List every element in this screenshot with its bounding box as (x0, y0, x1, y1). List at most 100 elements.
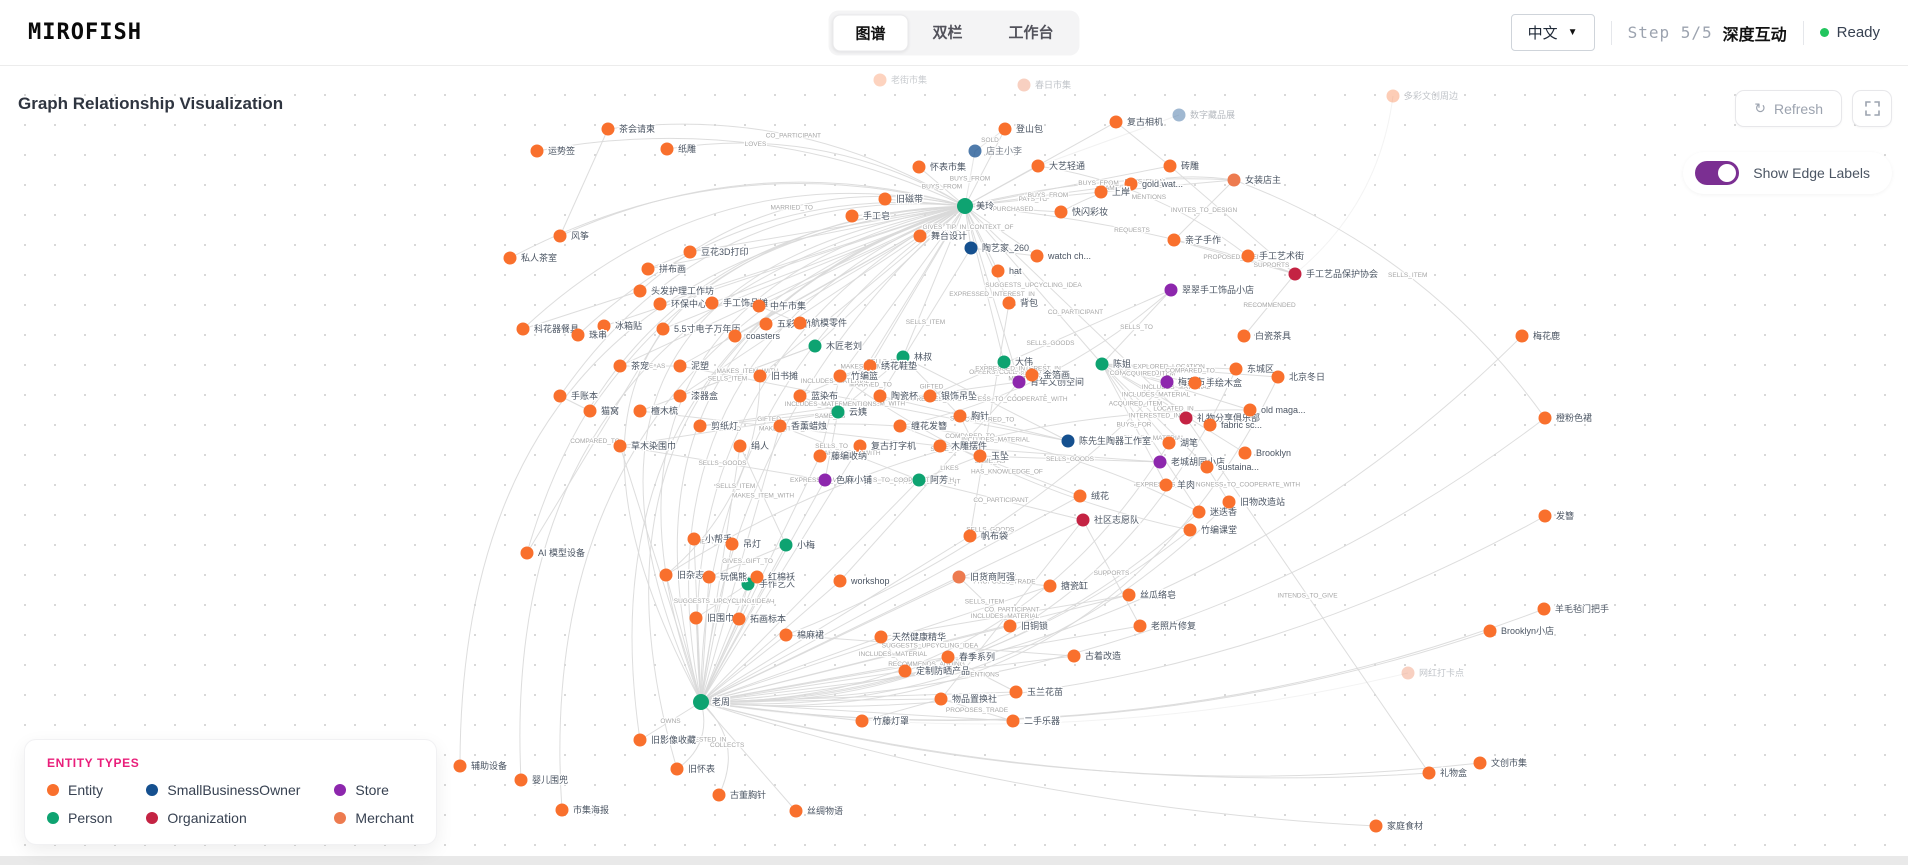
entity-node-dot[interactable] (673, 389, 687, 403)
graph-node[interactable]: 文创市集 (1473, 756, 1528, 770)
entity-node-dot[interactable] (633, 404, 647, 418)
entity-node-dot[interactable] (789, 804, 803, 818)
entity-node-dot[interactable] (503, 251, 517, 265)
entity-node-dot[interactable] (855, 714, 869, 728)
store-node-dot[interactable] (1012, 375, 1026, 389)
graph-node[interactable]: 5.5寸电子万年历 (656, 322, 742, 336)
graph-node[interactable]: 丝绸物语 (789, 804, 844, 818)
graph-node[interactable]: watch ch... (1030, 249, 1092, 263)
person-node-dot[interactable] (957, 198, 973, 214)
entity-node-dot[interactable] (773, 419, 787, 433)
entity-node-dot[interactable] (934, 692, 948, 706)
graph-node[interactable]: 中午市集 (752, 299, 807, 313)
entity-node-dot[interactable] (689, 611, 703, 625)
entity-node-dot[interactable] (1483, 624, 1497, 638)
entity-node-dot[interactable] (953, 409, 967, 423)
entity-node-dot[interactable] (725, 537, 739, 551)
entity-node-dot[interactable] (1009, 685, 1023, 699)
merchant-node-dot[interactable] (952, 570, 966, 584)
graph-node[interactable]: 竹编篮 (833, 369, 879, 383)
entity-node-dot[interactable] (752, 299, 766, 313)
show-edge-labels-toggle[interactable] (1695, 161, 1740, 185)
entity-node-dot[interactable] (583, 404, 597, 418)
graph-node[interactable]: 拓画标本 (732, 612, 787, 626)
graph-node[interactable]: 北京冬日 (1271, 370, 1326, 384)
graph-node[interactable]: 竹编课堂 (1183, 523, 1238, 537)
entity-node-dot[interactable] (693, 419, 707, 433)
store-node-dot[interactable] (1164, 283, 1178, 297)
graph-node[interactable]: 美玲 (957, 198, 995, 214)
entity-node-dot[interactable] (733, 439, 747, 453)
entity-node-dot[interactable] (453, 759, 467, 773)
entity-node-dot[interactable] (553, 389, 567, 403)
entity-node-dot[interactable] (912, 160, 926, 174)
graph-node[interactable]: 运势签 (530, 144, 576, 158)
entity-node-dot[interactable] (893, 419, 907, 433)
graph-node[interactable]: 泥塑 (673, 359, 710, 373)
person-node-dot[interactable] (808, 339, 822, 353)
entity-node-dot[interactable] (660, 142, 674, 156)
entity-node-dot[interactable] (1163, 159, 1177, 173)
graph-node[interactable]: 发簪 (1538, 509, 1575, 523)
entity-node-dot[interactable] (728, 329, 742, 343)
entity-node-dot[interactable] (1031, 159, 1045, 173)
tab-graph[interactable]: 图谱 (832, 14, 909, 51)
entity-node-dot[interactable] (613, 439, 627, 453)
entity-node-dot[interactable] (1422, 766, 1436, 780)
graph-node[interactable]: 旧书摊 (753, 369, 799, 383)
graph-node[interactable]: 草木染围巾 (613, 439, 677, 453)
entity-node-dot[interactable] (712, 788, 726, 802)
entity-node-dot[interactable] (998, 122, 1012, 136)
graph-node[interactable]: 绢人 (733, 439, 770, 453)
entity-node-dot[interactable] (793, 389, 807, 403)
graph-node[interactable]: 陶瓷杯 (873, 389, 919, 403)
entity-node-dot[interactable] (1237, 329, 1251, 343)
graph-node[interactable]: 二手乐器 (1006, 714, 1061, 728)
entity-node-dot[interactable] (973, 449, 987, 463)
entity-node-dot[interactable] (853, 439, 867, 453)
graph-node[interactable]: 木匠老刘 (808, 339, 863, 353)
graph-node[interactable]: 青年文创空间 (1012, 375, 1085, 389)
graph-node[interactable]: 香薰蜡烛 (773, 419, 828, 433)
graph-node[interactable]: 檀木梳 (633, 404, 679, 418)
graph-node[interactable]: 竹藤灯罩 (855, 714, 910, 728)
entity-node-dot[interactable] (633, 284, 647, 298)
graph-node[interactable]: 漆器盒 (673, 389, 719, 403)
graph-node[interactable]: 红棉袄 (750, 570, 796, 584)
graph-node[interactable]: 古董胸针 (712, 788, 767, 802)
graph-node[interactable]: 辅助设备 (453, 759, 508, 773)
org-node-dot[interactable] (1076, 513, 1090, 527)
graph-node[interactable]: hat (991, 264, 1023, 278)
entity-node-dot[interactable] (750, 570, 764, 584)
entity-node-dot[interactable] (878, 192, 892, 206)
entity-node-dot[interactable] (555, 803, 569, 817)
graph-node[interactable]: 春季系列 (941, 650, 996, 664)
graph-node[interactable]: workshop (833, 574, 891, 588)
graph-node[interactable]: 金箔画 (1025, 368, 1071, 382)
org-node-dot[interactable] (1179, 411, 1193, 425)
graph-node[interactable]: 登山包 (998, 122, 1044, 136)
person-node-dot[interactable] (693, 694, 709, 710)
entity-node-dot[interactable] (571, 328, 585, 342)
entity-node-dot[interactable] (1073, 489, 1087, 503)
entity-node-dot[interactable] (1473, 756, 1487, 770)
graph-node[interactable]: 玩偶熊 (702, 570, 748, 584)
entity-node-dot[interactable] (530, 144, 544, 158)
entity-node-dot[interactable] (732, 612, 746, 626)
graph-node[interactable]: 私人茶室 (503, 251, 558, 265)
entity-node-dot[interactable] (1122, 588, 1136, 602)
sbo-node-dot[interactable] (1172, 108, 1186, 122)
graph-node[interactable]: 手工艺术街 (1241, 249, 1305, 263)
entity-node-dot[interactable] (1188, 376, 1202, 390)
store-node-dot[interactable] (1153, 455, 1167, 469)
graph-node[interactable]: 砖雕 (1163, 159, 1200, 173)
graph-node[interactable]: 上岸 (1094, 185, 1131, 199)
graph-node[interactable]: 快闪彩妆 (1054, 205, 1109, 219)
graph-node[interactable]: 陈先生陶器工作室 (1061, 434, 1152, 448)
graph-node[interactable]: 旧怀表 (670, 762, 716, 776)
graph-node[interactable]: 手工艺品保护协会 (1288, 267, 1379, 281)
entity-node-dot[interactable] (941, 650, 955, 664)
entity-node-dot[interactable] (613, 359, 627, 373)
entity-node-dot[interactable] (1183, 523, 1197, 537)
store-node-dot[interactable] (818, 473, 832, 487)
